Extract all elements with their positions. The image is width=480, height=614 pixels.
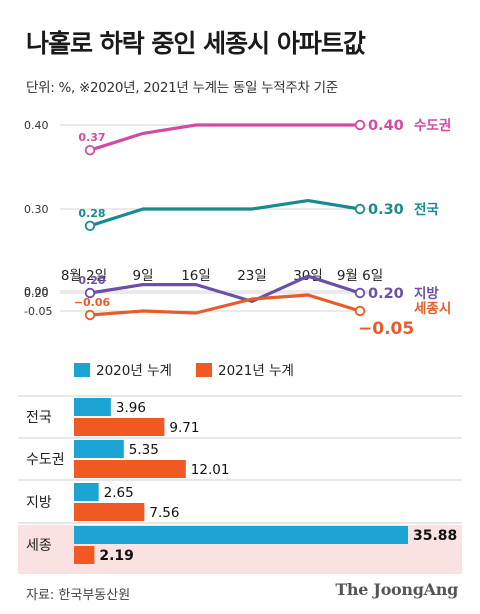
bar-value-label: 3.96 bbox=[116, 400, 146, 416]
y-tick-label: 0.00 bbox=[24, 285, 49, 298]
bar bbox=[74, 418, 165, 436]
series-point bbox=[84, 287, 96, 299]
series-line bbox=[88, 199, 362, 228]
data-label-last: 0.20 bbox=[368, 286, 404, 302]
series-point bbox=[84, 144, 96, 156]
series-name-label: 세종시 bbox=[414, 301, 451, 317]
bar-value-label: 2.65 bbox=[104, 485, 134, 501]
bar bbox=[74, 398, 111, 416]
series-line bbox=[88, 274, 362, 303]
bar bbox=[74, 503, 145, 521]
x-tick-label: 8월 2일 bbox=[61, 268, 107, 284]
series-point bbox=[354, 119, 366, 131]
series-name-label: 전국 bbox=[414, 201, 439, 218]
legend-label: 2020년 누계 bbox=[96, 363, 172, 379]
category-label: 세종 bbox=[26, 538, 52, 554]
series-name-label: 지방 bbox=[414, 285, 439, 302]
series-name-label: 수도권 bbox=[414, 118, 451, 134]
legend-swatch bbox=[74, 363, 90, 377]
category-label: 전국 bbox=[26, 410, 52, 426]
chart-subtitle: 단위: %, ※2020년, 2021년 누계는 동일 누적주차 기준 bbox=[26, 80, 338, 96]
bar bbox=[74, 440, 124, 458]
x-tick-label: 16일 bbox=[181, 268, 211, 284]
source-note: 자료: 한국부동산원 bbox=[26, 588, 131, 603]
bar bbox=[74, 546, 95, 564]
bar-value-label: 12.01 bbox=[191, 462, 230, 478]
series-point bbox=[354, 287, 366, 299]
data-label-last: −0.05 bbox=[358, 319, 414, 339]
data-label-first: 0.37 bbox=[78, 131, 105, 144]
publisher-logo: The JoongAng bbox=[335, 580, 458, 599]
series-point bbox=[354, 305, 366, 317]
series-line bbox=[88, 123, 362, 152]
x-tick-label: 23일 bbox=[237, 268, 267, 284]
y-tick-label: 0.30 bbox=[24, 203, 49, 216]
legend-label: 2021년 누계 bbox=[218, 363, 294, 379]
x-tick-label: 9월 6일 bbox=[337, 268, 383, 284]
x-tick-label: 9일 bbox=[132, 268, 153, 284]
series-point bbox=[84, 220, 96, 232]
category-label: 지방 bbox=[26, 495, 52, 511]
y-tick-label: -0.05 bbox=[24, 305, 52, 318]
bar-value-label: 9.71 bbox=[169, 420, 199, 436]
bar bbox=[74, 483, 99, 501]
data-label-first: 0.28 bbox=[78, 207, 105, 220]
bar-value-label: 35.88 bbox=[413, 528, 457, 544]
bar bbox=[74, 526, 408, 544]
data-label-first: 0.20 bbox=[78, 274, 105, 287]
data-label-last: 0.30 bbox=[368, 202, 404, 218]
category-label: 수도권 bbox=[26, 452, 65, 468]
chart-title: 나홀로 하락 중인 세종시 아파트값 bbox=[26, 29, 366, 58]
series-point bbox=[84, 309, 96, 321]
legend-swatch bbox=[196, 363, 212, 377]
bar-value-label: 7.56 bbox=[149, 505, 179, 521]
data-label-last: 0.40 bbox=[368, 118, 404, 134]
series-point bbox=[354, 203, 366, 215]
bar-value-label: 5.35 bbox=[129, 442, 159, 458]
series-line bbox=[88, 293, 362, 317]
bar-value-label: 2.19 bbox=[99, 548, 134, 564]
y-tick-label: 0.40 bbox=[24, 119, 49, 132]
bar bbox=[74, 460, 186, 478]
y-tick-label: 0.20 bbox=[24, 287, 49, 300]
data-label-first: −0.06 bbox=[74, 296, 111, 309]
